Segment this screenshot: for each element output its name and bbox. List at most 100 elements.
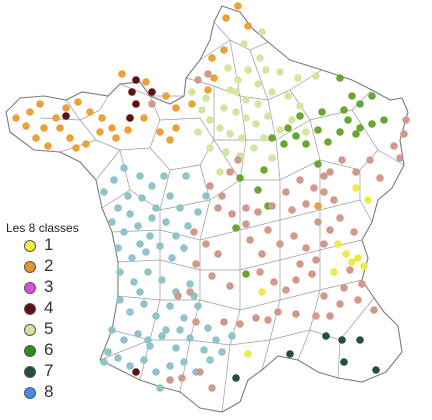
legend-item-1: 1 — [4, 235, 94, 257]
map-point-teal — [100, 188, 108, 196]
map-point-teal — [152, 368, 160, 376]
map-point-teal — [110, 176, 118, 184]
map-point-salmon — [312, 256, 320, 264]
map-point-salmon — [270, 278, 278, 286]
map-point-class2 — [162, 92, 170, 100]
map-point-class6 — [368, 92, 376, 100]
map-point-teal — [152, 204, 160, 212]
map-point-class6 — [344, 116, 352, 124]
map-point-class5 — [264, 112, 272, 120]
map-point-salmon — [340, 284, 348, 292]
map-point-teal — [176, 204, 184, 212]
map-point-class5 — [238, 134, 246, 142]
map-point-class5 — [254, 100, 262, 108]
map-point-class5 — [232, 108, 240, 116]
map-point-salmon — [196, 368, 204, 376]
map-point-teal — [182, 172, 190, 180]
map-point-teal — [134, 222, 142, 230]
map-point-class2 — [82, 140, 90, 148]
map-point-teal — [186, 334, 194, 342]
map-point-teal — [136, 172, 144, 180]
map-point-class1 — [352, 184, 360, 192]
map-point-class4 — [128, 88, 136, 96]
legend-item-6: 6 — [4, 340, 94, 362]
legend-label-1: 1 — [44, 235, 54, 254]
department-boundary — [279, 210, 321, 261]
legend-label-6: 6 — [44, 340, 54, 359]
department-boundary — [199, 39, 231, 61]
map-point-salmon — [202, 240, 210, 248]
map-point-salmon — [242, 220, 250, 228]
map-point-salmon — [330, 196, 338, 204]
map-point-class5 — [240, 40, 248, 48]
map-point-salmon — [308, 270, 316, 278]
map-point-class4 — [132, 368, 140, 376]
map-point-class5 — [202, 94, 210, 102]
map-point-teal — [148, 214, 156, 222]
map-point-class2 — [188, 100, 196, 108]
map-point-teal — [166, 362, 174, 370]
map-point-class1 — [342, 250, 350, 258]
map-point-class6 — [380, 116, 388, 124]
map-point-teal — [104, 348, 112, 356]
map-point-teal — [158, 276, 166, 284]
map-point-class2 — [72, 144, 80, 152]
map-point-class2 — [56, 124, 64, 132]
department-boundary — [319, 279, 363, 291]
map-point-teal — [126, 362, 134, 370]
map-point-teal — [172, 232, 180, 240]
map-point-class6 — [296, 112, 304, 120]
map-point-teal — [128, 254, 136, 262]
map-point-salmon — [336, 214, 344, 222]
map-point-teal — [146, 232, 154, 240]
map-point-class5 — [268, 154, 276, 162]
legend-label-5: 5 — [44, 319, 54, 338]
map-point-class5 — [244, 66, 252, 74]
department-boundary — [150, 299, 201, 341]
map-point-class5 — [252, 120, 260, 128]
map-point-salmon — [218, 192, 226, 200]
legend-item-2: 2 — [4, 256, 94, 278]
map-point-teal — [180, 314, 188, 322]
department-boundary — [213, 21, 269, 51]
map-point-salmon — [208, 384, 216, 392]
map-point-class2 — [156, 128, 164, 136]
map-point-salmon — [292, 276, 300, 284]
map-point-class2 — [210, 74, 218, 82]
map-point-salmon — [256, 268, 264, 276]
map-point-salmon — [354, 296, 362, 304]
map-point-class2 — [26, 108, 34, 116]
map-point-salmon — [276, 240, 284, 248]
map-point-class5 — [220, 104, 228, 112]
map-point-teal — [116, 268, 124, 276]
map-point-class6 — [352, 130, 360, 138]
map-point-salmon — [236, 320, 244, 328]
map-point-teal — [140, 300, 148, 308]
map-point-teal — [156, 242, 164, 250]
map-point-class2 — [172, 124, 180, 132]
map-point-class6 — [340, 106, 348, 114]
map-point-class1 — [334, 240, 342, 248]
map-point-class5 — [206, 116, 214, 124]
department-boundary — [249, 49, 269, 101]
legend: Les 8 classes 1 2 3 4 5 6 7 8 — [4, 220, 94, 404]
map-point-class6 — [324, 138, 332, 146]
map-point-class6 — [336, 74, 344, 82]
department-boundary — [101, 189, 131, 209]
map-point-class2 — [86, 108, 94, 116]
map-point-salmon — [312, 312, 320, 320]
department-boundary — [297, 329, 311, 361]
map-point-salmon — [264, 316, 272, 324]
map-point-salmon — [220, 318, 228, 326]
map-point-class2 — [32, 134, 40, 142]
map-point-class5 — [294, 74, 302, 82]
department-boundary — [95, 83, 161, 181]
map-point-class5 — [302, 128, 310, 136]
map-point-salmon — [400, 130, 408, 138]
map-point-class4 — [126, 114, 134, 122]
legend-label-4: 4 — [44, 298, 54, 317]
map-point-teal — [160, 172, 168, 180]
map-point-class7 — [338, 336, 346, 344]
map-point-class7 — [356, 336, 364, 344]
map-point-teal — [186, 280, 194, 288]
